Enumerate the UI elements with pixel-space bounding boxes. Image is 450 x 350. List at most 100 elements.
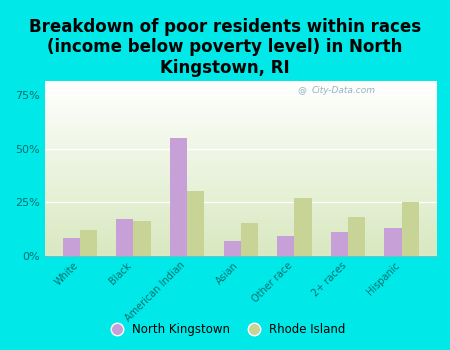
Bar xyxy=(187,191,204,256)
Bar xyxy=(134,221,151,255)
Bar xyxy=(45,194,436,196)
Bar xyxy=(45,196,436,198)
Bar xyxy=(224,240,241,256)
Bar xyxy=(294,198,311,256)
Bar xyxy=(45,238,436,240)
Bar xyxy=(45,122,436,124)
Bar xyxy=(45,199,436,201)
Bar xyxy=(45,205,436,206)
Bar xyxy=(45,191,436,192)
Bar xyxy=(45,89,436,91)
Bar xyxy=(45,105,436,107)
Bar xyxy=(45,138,436,140)
Bar xyxy=(45,220,436,222)
Bar xyxy=(45,107,436,108)
Bar xyxy=(45,128,436,130)
Bar xyxy=(45,149,436,150)
Bar xyxy=(45,250,436,252)
Bar xyxy=(45,234,436,236)
Bar xyxy=(45,135,436,136)
Bar xyxy=(45,80,436,82)
Text: City-Data.com: City-Data.com xyxy=(311,86,375,95)
Bar xyxy=(45,91,436,93)
Bar xyxy=(45,182,436,184)
Bar xyxy=(45,150,436,152)
Bar xyxy=(45,214,436,215)
Bar xyxy=(45,147,436,149)
Bar xyxy=(45,231,436,233)
Text: @: @ xyxy=(297,86,306,95)
Bar xyxy=(45,102,436,103)
Bar xyxy=(45,158,436,159)
Bar xyxy=(45,243,436,245)
Legend: North Kingstown, Rhode Island: North Kingstown, Rhode Island xyxy=(100,318,350,341)
Bar xyxy=(45,222,436,224)
Bar xyxy=(45,193,436,194)
Bar xyxy=(63,238,80,256)
Bar xyxy=(45,198,436,199)
Bar xyxy=(45,116,436,117)
Bar xyxy=(45,136,436,138)
Bar xyxy=(45,219,436,220)
Bar xyxy=(45,184,436,186)
Bar xyxy=(45,96,436,98)
Bar xyxy=(45,177,436,178)
Bar xyxy=(45,152,436,154)
Bar xyxy=(45,114,436,116)
Bar xyxy=(45,93,436,94)
Bar xyxy=(45,215,436,217)
Bar xyxy=(45,159,436,161)
Bar xyxy=(45,226,436,228)
Bar xyxy=(45,236,436,238)
Bar xyxy=(45,186,436,187)
Bar xyxy=(277,236,294,256)
Bar xyxy=(45,145,436,147)
Bar xyxy=(45,108,436,110)
Bar xyxy=(45,133,436,135)
Bar xyxy=(45,131,436,133)
Bar xyxy=(45,161,436,163)
Bar xyxy=(45,130,436,131)
Bar xyxy=(45,142,436,143)
Bar xyxy=(45,187,436,189)
Bar xyxy=(45,84,436,86)
Bar xyxy=(45,112,436,114)
Bar xyxy=(45,203,436,205)
Bar xyxy=(45,173,436,175)
Bar xyxy=(45,189,436,191)
Bar xyxy=(45,201,436,203)
Bar xyxy=(45,98,436,100)
Bar xyxy=(45,175,436,177)
Bar xyxy=(45,180,436,182)
Bar xyxy=(348,217,365,256)
Bar xyxy=(45,178,436,180)
Bar xyxy=(45,233,436,234)
Bar xyxy=(45,126,436,128)
Bar xyxy=(45,94,436,96)
Bar xyxy=(45,156,436,158)
Bar xyxy=(45,228,436,229)
Bar xyxy=(45,86,436,88)
Bar xyxy=(45,170,436,172)
Bar xyxy=(45,103,436,105)
Bar xyxy=(331,232,348,256)
Bar xyxy=(45,124,436,126)
Bar xyxy=(45,144,436,145)
Bar xyxy=(241,224,258,256)
Bar xyxy=(45,241,436,243)
Bar xyxy=(402,202,419,256)
Bar xyxy=(45,245,436,247)
Bar xyxy=(45,154,436,156)
Bar xyxy=(45,168,436,170)
Bar xyxy=(45,121,436,122)
Bar xyxy=(45,212,436,214)
Bar xyxy=(45,82,436,84)
Bar xyxy=(45,229,436,231)
Bar xyxy=(45,164,436,166)
Bar xyxy=(117,219,134,256)
Bar xyxy=(170,138,187,256)
Bar xyxy=(45,88,436,89)
Bar xyxy=(80,230,97,256)
Bar xyxy=(45,110,436,112)
Bar xyxy=(45,240,436,242)
